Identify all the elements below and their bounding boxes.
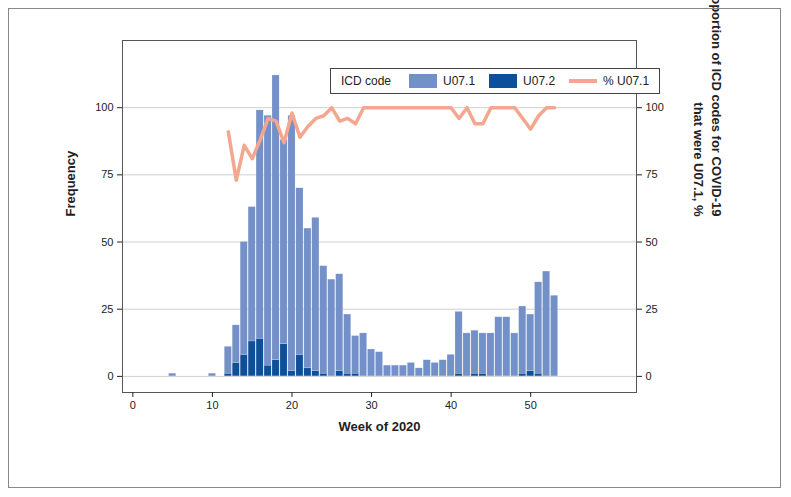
- svg-text:Week of 2020: Week of 2020: [338, 419, 420, 434]
- html-text:ICD code: ICD code: [341, 74, 391, 88]
- svg-text:75: 75: [101, 168, 113, 180]
- svg-text:50: 50: [525, 399, 537, 411]
- svg-text:Proportion of ICD codes for CO: Proportion of ICD codes for COVID-19that…: [691, 0, 724, 217]
- svg-text:75: 75: [646, 168, 658, 180]
- html-text:% U07.1: % U07.1: [603, 74, 650, 88]
- svg-text:Frequency: Frequency: [63, 150, 78, 217]
- html-text:U07.1: U07.1: [443, 74, 476, 88]
- svg-text:40: 40: [445, 399, 457, 411]
- svg-text:25: 25: [646, 303, 658, 315]
- svg-text:20: 20: [286, 399, 298, 411]
- svg-text:25: 25: [101, 303, 113, 315]
- svg-text:0: 0: [646, 370, 652, 382]
- svg-text:30: 30: [365, 399, 377, 411]
- svg-text:50: 50: [646, 236, 658, 248]
- svg-text:100: 100: [95, 101, 113, 113]
- svg-text:100: 100: [646, 101, 664, 113]
- html-text:U07.2: U07.2: [523, 74, 556, 88]
- svg-text:10: 10: [206, 399, 218, 411]
- svg-text:0: 0: [130, 399, 136, 411]
- svg-text:50: 50: [101, 236, 113, 248]
- svg-text:0: 0: [107, 370, 113, 382]
